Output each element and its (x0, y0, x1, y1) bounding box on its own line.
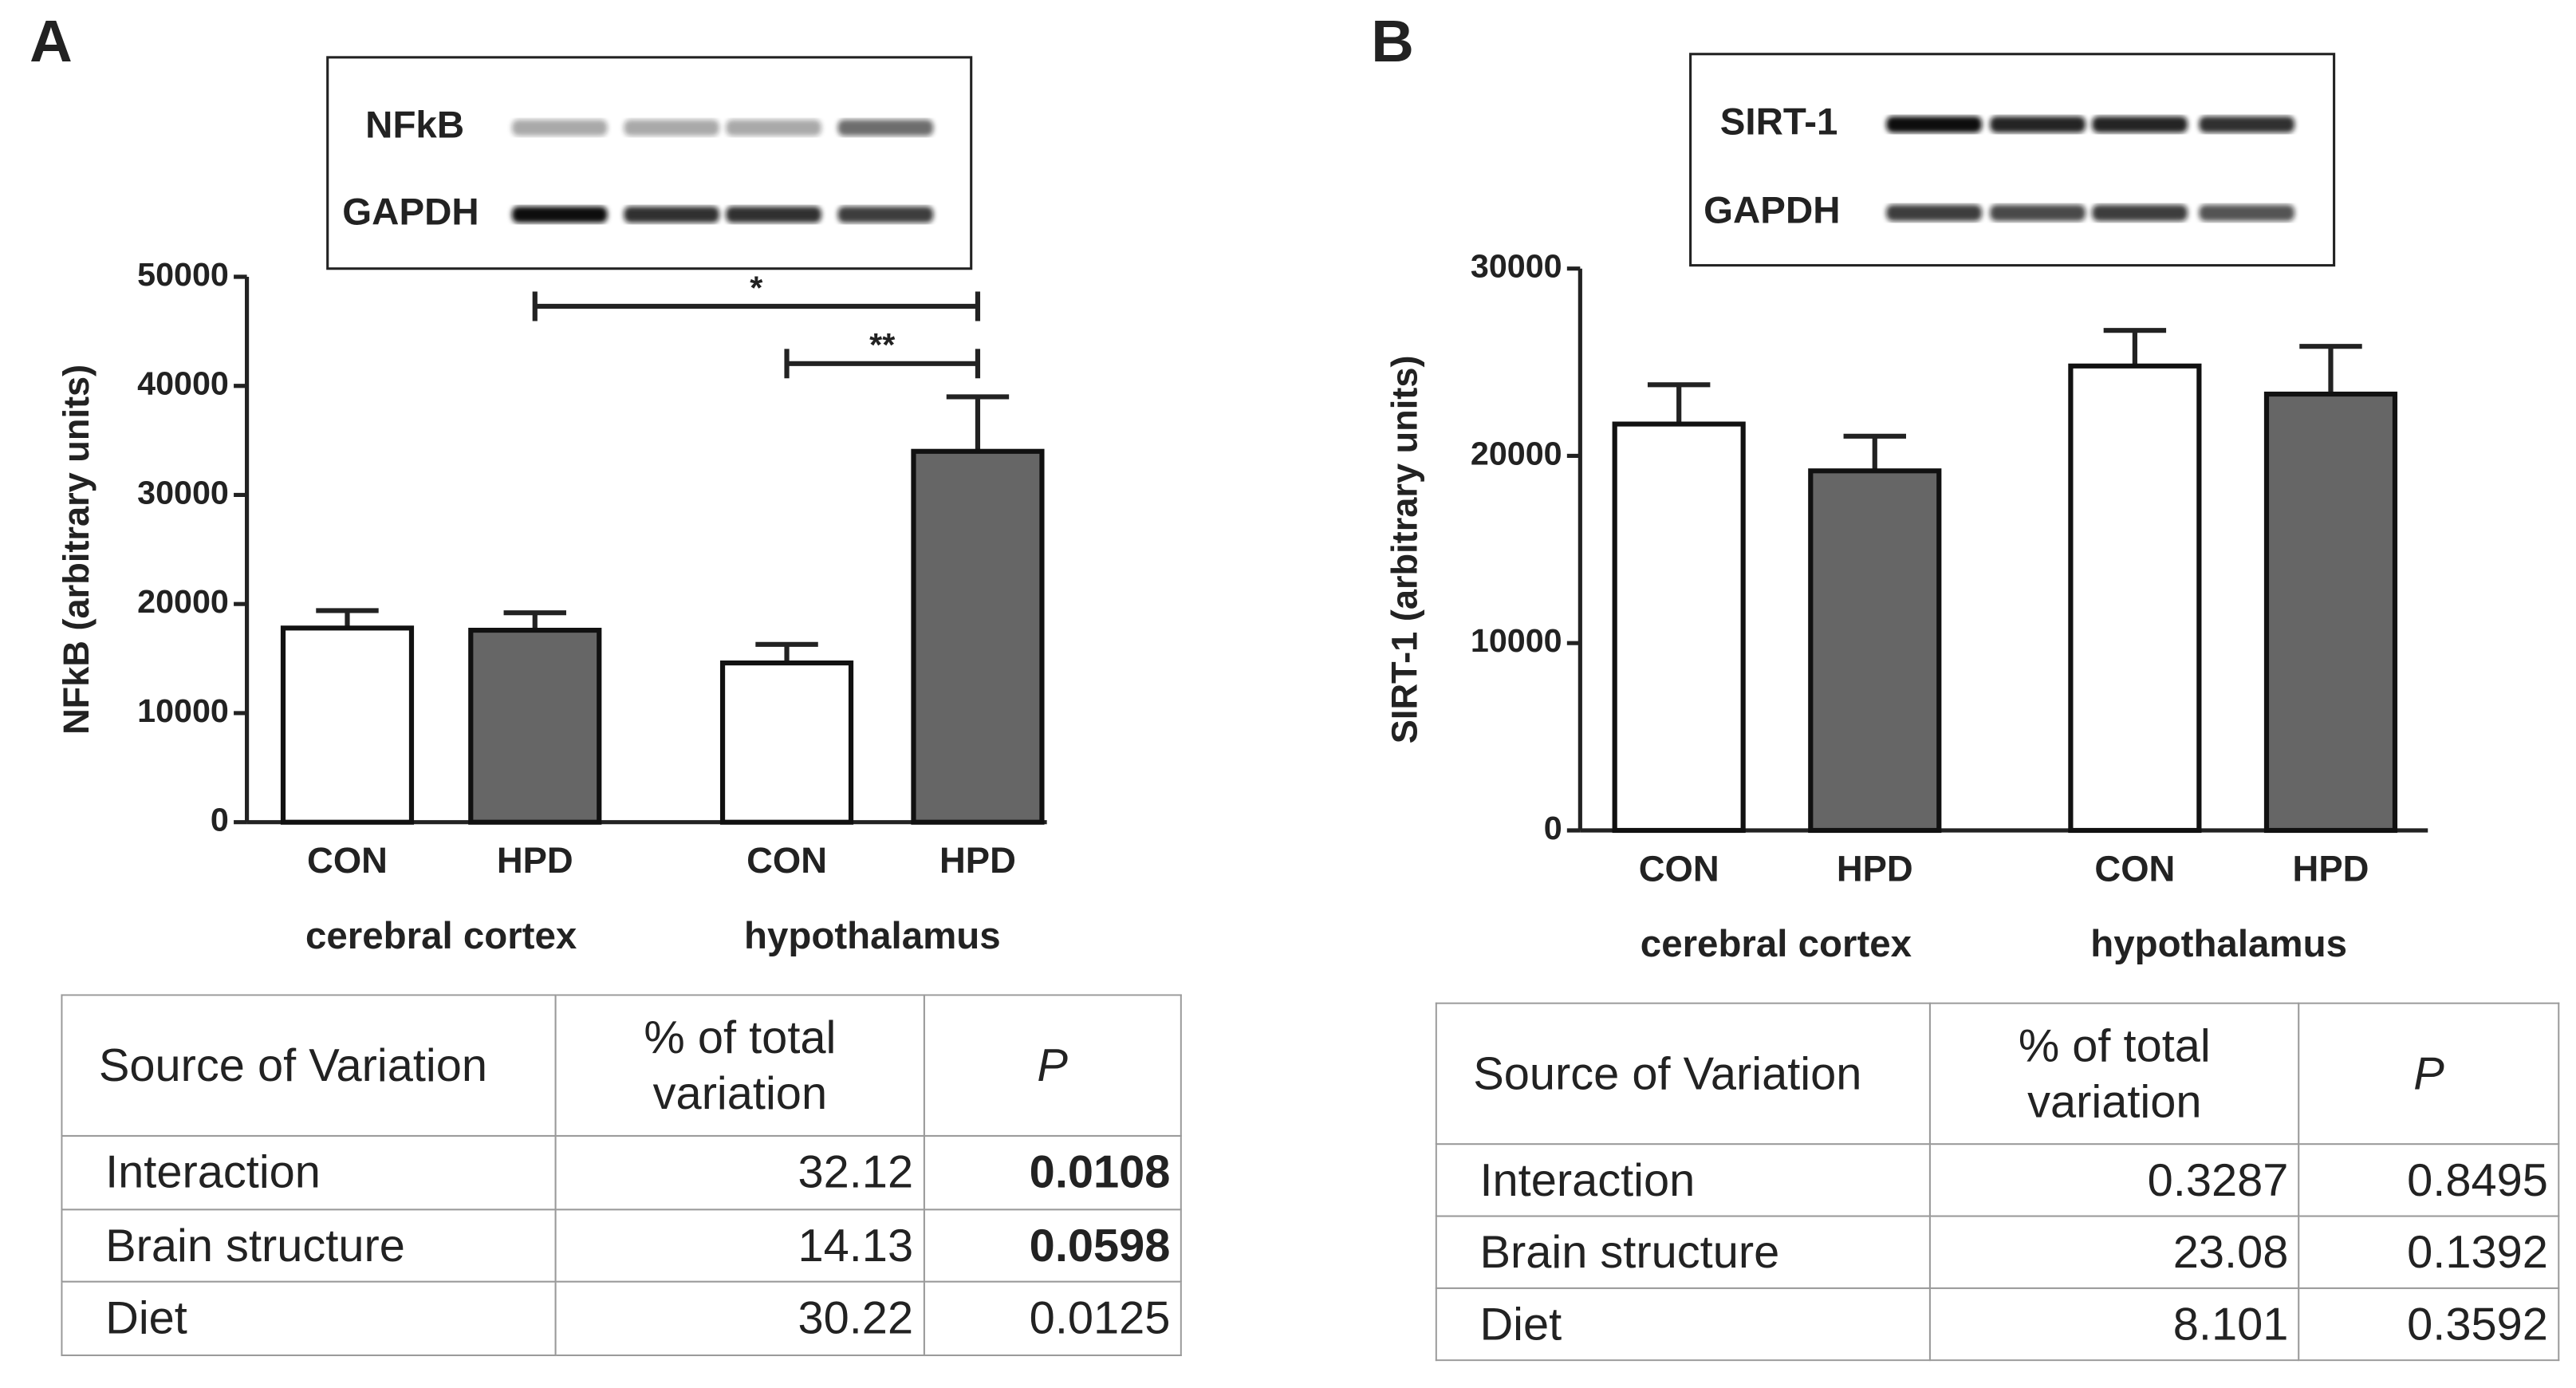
y-tick-label: 30000 (1471, 248, 1562, 285)
blot-band (2199, 116, 2295, 133)
header-cell: % of total variation (555, 994, 925, 1137)
table-row: Brain structure 14.13 0.0598 (61, 1208, 1182, 1284)
header-cell: % of total variation (1928, 1002, 2300, 1145)
table-cell: Brain structure (61, 1208, 557, 1284)
table-cell: Brain structure (1435, 1215, 1931, 1289)
blot-label: GAPDH (342, 191, 479, 234)
blot-band (1990, 116, 2086, 133)
x-tick-label: HPD (2293, 848, 2369, 889)
table-row: Interaction 0.3287 0.8495 (1435, 1143, 2560, 1217)
table-header-row: Source of Variation% of total variation P (1435, 1002, 2560, 1145)
blot-band (726, 119, 821, 136)
blot-frame (1689, 53, 2336, 267)
bar (1808, 468, 1942, 834)
panel-label: B (1371, 8, 1414, 74)
blot-band (837, 119, 934, 136)
table-cell: Diet (1435, 1287, 1931, 1362)
y-tick-label: 0 (1544, 810, 1562, 846)
blot-band (1886, 116, 1982, 133)
table-cell: 0.8495 (2298, 1143, 2560, 1217)
bar (2068, 363, 2202, 834)
table-row: Diet 8.101 0.3592 (1435, 1287, 2560, 1362)
y-axis-label: NFkB (arbitrary units) (56, 365, 97, 735)
table-cell: 23.08 (1928, 1215, 2300, 1289)
bar (911, 448, 1045, 825)
table-cell: 8.101 (1928, 1287, 2300, 1362)
x-tick-label: CON (1639, 848, 1719, 889)
bar (719, 660, 854, 825)
group-label: cerebral cortex (1641, 923, 1912, 965)
blot-band (2092, 116, 2188, 133)
blot-band (1990, 204, 2086, 222)
group-label: hypothalamus (2090, 923, 2347, 965)
blot-band (2199, 204, 2295, 222)
blot-band (726, 206, 821, 223)
blot-label: GAPDH (1704, 189, 1840, 231)
bar (2263, 391, 2398, 834)
x-tick-label: CON (2094, 848, 2175, 889)
bar (468, 627, 602, 825)
table-cell: Interaction (1435, 1143, 1931, 1217)
blot-label: SIRT-1 (1720, 101, 1838, 144)
table-cell: 0.3287 (1928, 1143, 2300, 1217)
blot-band (624, 206, 719, 223)
table-header-row: Source of Variation% of total variation P (61, 994, 1182, 1137)
table-row: Brain structure 23.08 0.1392 (1435, 1215, 2560, 1289)
table-cell: 0.3592 (2298, 1287, 2560, 1362)
blot-band (511, 206, 608, 223)
x-tick-label: HPD (1837, 848, 1913, 889)
y-tick-label: 20000 (1471, 435, 1562, 471)
header-cell: Source of Variation (61, 994, 557, 1137)
bar (280, 625, 415, 825)
header-cell: Source of Variation (1435, 1002, 1931, 1145)
table-cell: 0.0108 (923, 1134, 1182, 1210)
header-cell: P (923, 994, 1182, 1137)
y-tick-label: 40000 (137, 365, 229, 402)
x-tick-label: CON (307, 840, 388, 881)
table-cell: Diet (61, 1281, 557, 1357)
table-cell: 32.12 (555, 1134, 925, 1210)
blot-band (837, 206, 934, 223)
stats-table: Source of Variation% of total variation P… (61, 994, 1182, 1357)
y-tick-label: 50000 (137, 256, 229, 293)
table-cell: 0.1392 (2298, 1215, 2560, 1289)
bar (1612, 421, 1746, 834)
blot-band (2092, 204, 2188, 222)
stats-table: Source of Variation% of total variation P… (1435, 1002, 2560, 1362)
significance-label: * (750, 269, 762, 306)
group-label: cerebral cortex (305, 915, 577, 957)
table-cell: Interaction (61, 1134, 557, 1210)
x-tick-label: CON (746, 840, 827, 881)
y-tick-label: 10000 (137, 692, 229, 729)
header-cell: P (2298, 1002, 2560, 1145)
y-tick-label: 20000 (137, 583, 229, 620)
group-label: hypothalamus (744, 915, 1001, 957)
table-cell: 14.13 (555, 1208, 925, 1284)
blot-band (624, 119, 719, 136)
blot-band (1886, 204, 1982, 222)
table-container: Source of Variation% of total variationP… (61, 994, 1182, 1357)
table-container: Source of Variation% of total variationP… (1435, 1002, 2560, 1362)
y-axis-label: SIRT-1 (arbitrary units) (1385, 356, 1425, 744)
y-tick-label: 30000 (137, 474, 229, 511)
blot-frame (326, 56, 973, 270)
table-cell: 0.0125 (923, 1281, 1182, 1357)
x-tick-label: HPD (497, 840, 573, 881)
y-tick-label: 0 (211, 802, 229, 838)
table-row: Interaction 32.12 0.0108 (61, 1134, 1182, 1210)
panel-label: A (30, 8, 73, 74)
y-tick-label: 10000 (1471, 622, 1562, 659)
table-cell: 30.22 (555, 1281, 925, 1357)
table-cell: 0.0598 (923, 1208, 1182, 1284)
table-row: Diet 30.22 0.0125 (61, 1281, 1182, 1357)
blot-label: NFkB (365, 104, 464, 147)
blot-band (511, 119, 608, 136)
significance-label: ** (869, 326, 895, 363)
x-tick-label: HPD (939, 840, 1016, 881)
